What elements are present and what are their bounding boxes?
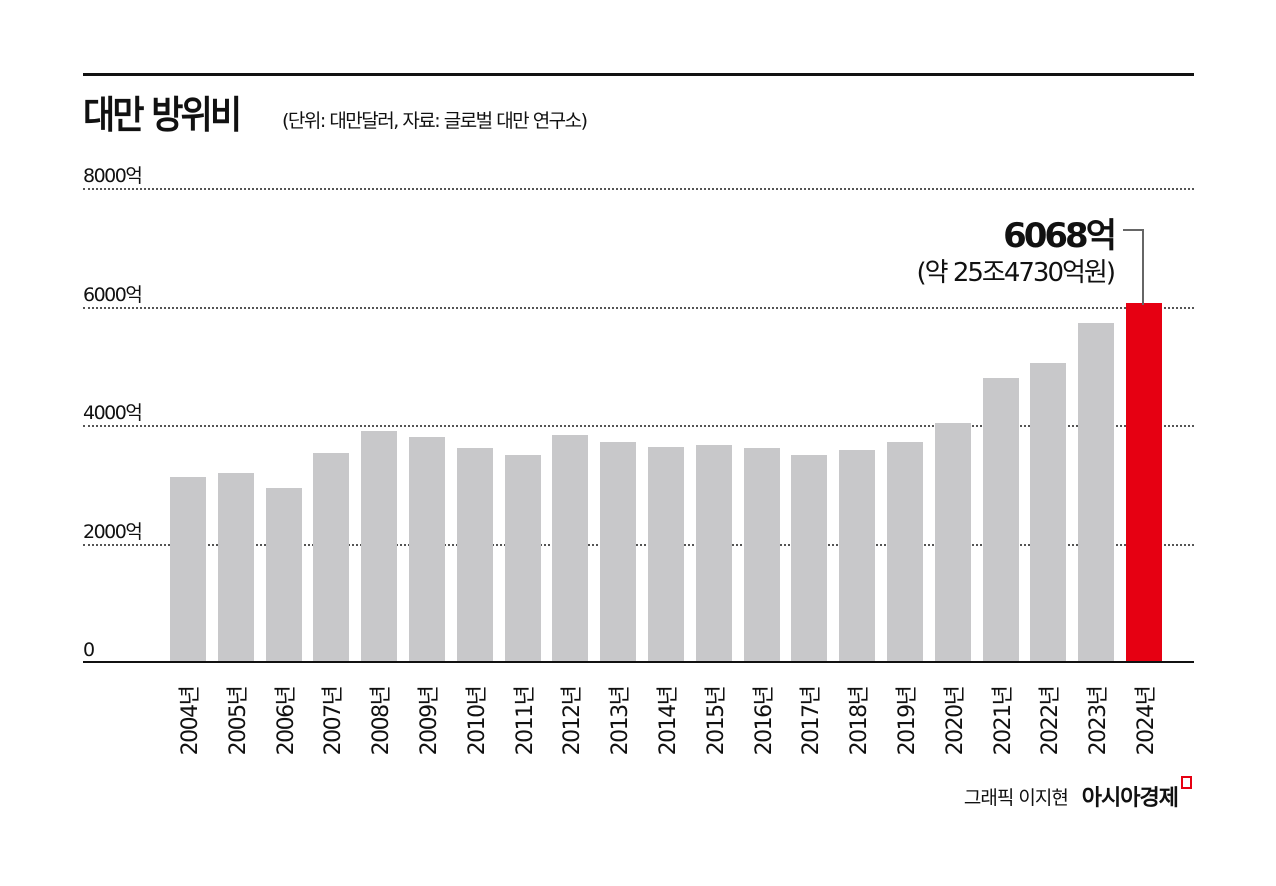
bar-2007년 [313, 452, 350, 661]
bar-2017년 [791, 455, 828, 661]
y-tick-label: 6000억 [83, 283, 143, 306]
credit: 그래픽 이지현 아시아경제 [963, 776, 1192, 812]
brand-logo: 아시아경제 [1081, 776, 1192, 812]
y-tick-label: 8000억 [83, 165, 143, 187]
x-tick-label: 2018년 [847, 686, 873, 756]
annotation-leader-vertical [1142, 229, 1144, 305]
x-tick-label: 2010년 [464, 686, 490, 756]
x-tick-label: 2023년 [1086, 686, 1112, 756]
credit-text: 그래픽 이지현 [963, 786, 1069, 809]
bar-2021년 [982, 378, 1019, 661]
y-tick-label: 0 [83, 639, 95, 661]
x-tick-label: 2015년 [703, 686, 729, 756]
x-axis [83, 661, 1194, 663]
bar-2012년 [552, 434, 589, 661]
bar-2016년 [743, 447, 780, 661]
x-tick-label: 2006년 [273, 686, 299, 756]
bar-2005년 [217, 472, 254, 661]
bar-2018년 [839, 449, 876, 661]
bar-2014년 [648, 446, 684, 661]
y-tick-label: 2000억 [83, 520, 143, 543]
bar-2024년 [1126, 303, 1162, 661]
x-tick-label: 2024년 [1134, 686, 1159, 756]
x-tick-label: 2004년 [178, 686, 203, 756]
x-tick-label: 2005년 [225, 686, 251, 756]
x-tick-label: 2021년 [990, 686, 1016, 756]
x-tick-label: 2020년 [942, 686, 968, 756]
x-tick-label: 2009년 [417, 686, 442, 756]
bar-2020년 [934, 423, 971, 661]
y-tick-label: 4000억 [83, 402, 143, 424]
bar-2022년 [1030, 363, 1067, 661]
annotation-subtext: (약 25조4730억원) [916, 258, 1116, 288]
x-tick-label: 2012년 [560, 686, 586, 756]
x-tick-label: 2008년 [369, 686, 395, 756]
x-tick-label: 2007년 [321, 686, 347, 756]
bar-2023년 [1078, 323, 1115, 661]
bar-2004년 [170, 476, 206, 661]
bar-2015년 [695, 444, 732, 661]
gridline [83, 306, 1194, 309]
gridline [83, 188, 1194, 190]
bar-2011년 [504, 455, 541, 661]
chart-subtitle: (단위: 대만달러, 자료: 글로벌 대만 연구소) [282, 110, 588, 132]
bar-2013년 [600, 441, 637, 661]
chart-title: 대만 방위비 [83, 93, 242, 137]
brand-mark-icon [1181, 776, 1192, 789]
gridline [83, 543, 1194, 546]
bar-2019년 [887, 441, 923, 661]
x-tick-label: 2011년 [512, 686, 538, 756]
brand-name: 아시아경제 [1081, 786, 1179, 811]
annotation-value: 6068억 [1003, 216, 1117, 256]
bar-2008년 [361, 430, 398, 661]
x-tick-label: 2019년 [895, 686, 920, 756]
bar-2009년 [409, 436, 445, 661]
annotation-leader [1123, 229, 1143, 231]
x-tick-label: 2014년 [656, 686, 681, 756]
x-tick-label: 2016년 [751, 686, 777, 756]
x-tick-label: 2017년 [799, 686, 825, 756]
gridline [83, 425, 1194, 427]
top-rule [83, 73, 1194, 76]
x-tick-label: 2013년 [608, 686, 634, 756]
bar-2010년 [456, 447, 493, 661]
bar-2006년 [265, 487, 302, 661]
x-tick-label: 2022년 [1038, 686, 1064, 756]
